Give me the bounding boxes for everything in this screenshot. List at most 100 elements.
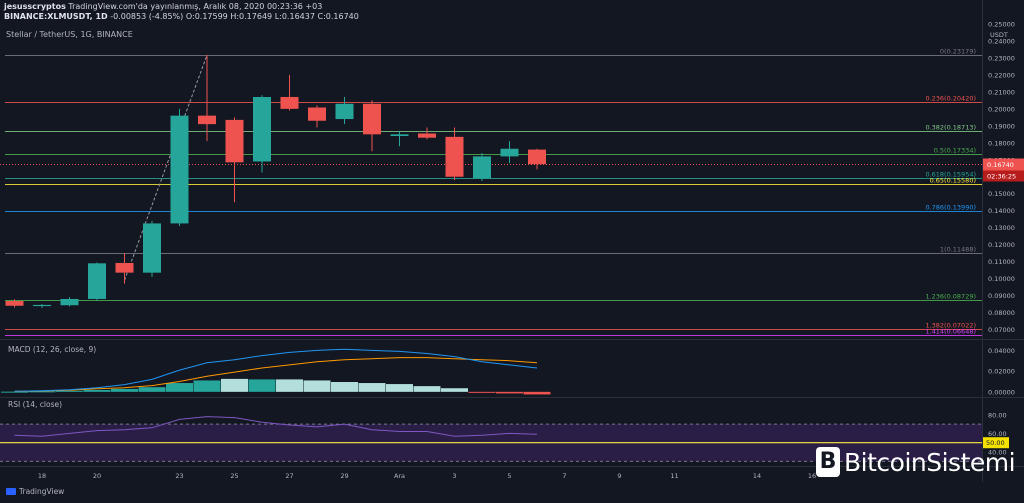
bitcoinsistemi-watermark: B BitcoinSistemi: [816, 447, 1016, 477]
y-tick-label: 0.23000: [988, 54, 1015, 62]
candle-body: [308, 107, 326, 121]
macd-histogram-bar: [28, 391, 56, 393]
low-value: 0.16437: [281, 12, 315, 21]
fib-level-label: 0(0.23179): [940, 48, 976, 56]
candle-body: [418, 133, 436, 138]
fib-level-label: 0.65(0.15580): [930, 177, 976, 185]
fib-level-label: 0.236(0.20420): [925, 95, 976, 103]
y-tick-label: 0.14000: [988, 207, 1015, 215]
macd-histogram-bar: [441, 388, 468, 392]
y-tick-label: 0.13000: [988, 224, 1015, 232]
high-value: 0.17649: [239, 12, 273, 21]
candle-body: [500, 148, 519, 157]
rsi-y-tick-label: 60.00: [988, 430, 1007, 438]
macd-histogram-bar: [83, 389, 111, 392]
x-tick-label: 29: [340, 472, 348, 480]
macd-histogram-bar: [56, 390, 83, 392]
fib-level-label: 1.382(0.07022): [925, 322, 976, 330]
close-label: C:: [317, 12, 326, 21]
x-tick-label: 16: [808, 472, 816, 480]
y-tick-label: 0.22000: [988, 71, 1015, 79]
macd-histogram-bar: [386, 384, 413, 392]
x-tick-label: 20: [93, 472, 101, 480]
y-axis-unit: USDT: [990, 31, 1008, 39]
y-tick-label: 0.08000: [988, 309, 1015, 317]
fib-level-label: 1.414(0.06648): [925, 328, 976, 336]
ohlc-readout: BINANCE:XLMUSDT, 1D -0.00853 (-4.85%) O:…: [4, 12, 359, 22]
y-tick-label: 0.11000: [988, 258, 1015, 266]
candle-body: [253, 96, 271, 162]
y-tick-label: 0.24000: [988, 37, 1015, 45]
macd-histogram-bar: [276, 379, 303, 392]
rsi-legend[interactable]: RSI (14, close): [8, 400, 63, 409]
macd-y-tick-label: 0.00000: [988, 388, 1015, 396]
y-tick-label: 0.12000: [988, 241, 1015, 249]
x-tick-label: 3: [452, 472, 456, 480]
macd-histogram-bar: [248, 379, 276, 392]
fib-level-label: 1(0.11488): [940, 246, 976, 254]
macd-histogram-bar: [523, 391, 551, 395]
trend-line: [124, 54, 208, 281]
macd-histogram-bar: [468, 391, 496, 393]
candle-body: [390, 134, 409, 137]
macd-histogram-bar: [138, 387, 166, 392]
y-tick-label: 0.18000: [988, 139, 1015, 147]
pair-title: Stellar / TetherUS, 1G, BINANCE: [6, 30, 133, 39]
y-tick-label: 0.21000: [988, 88, 1015, 96]
tradingview-logo[interactable]: TradingView: [6, 487, 64, 496]
fib-level-label: 0.382(0.18713): [925, 124, 976, 132]
open-label: O:: [185, 12, 195, 21]
fib-level-label: 0.618(0.15954): [925, 171, 976, 179]
candle-body: [33, 304, 51, 307]
macd-line: [14, 348, 538, 392]
rsi-50-value: 50.00: [986, 439, 1005, 447]
candle-body: [5, 300, 24, 306]
candle-body: [280, 96, 299, 109]
x-tick-label: 11: [670, 472, 678, 480]
candle-body: [528, 149, 546, 165]
x-tick-label: 25: [230, 472, 238, 480]
macd-histogram-bar: [221, 378, 248, 392]
watermark-text: BitcoinSistemi: [844, 447, 1016, 477]
x-tick-label: Ara: [394, 472, 405, 480]
rsi-y-tick-label: 40.00: [988, 449, 1007, 457]
low-label: L:: [274, 12, 282, 21]
x-tick-label: 18: [38, 472, 46, 480]
symbol-label: BINANCE:XLMUSDT, 1D: [4, 12, 108, 21]
macd-histogram-bar: [358, 383, 386, 392]
last-price-tag: [983, 158, 1024, 171]
macd-y-tick-label: 0.02000: [988, 368, 1015, 376]
fib-level-label: 1.236(0.08729): [925, 293, 976, 301]
candle-body: [115, 262, 134, 273]
author-name[interactable]: jesusscryptos: [4, 2, 66, 11]
rsi-y-tick-label: 80.00: [988, 411, 1007, 419]
y-tick-label: 0.25000: [988, 21, 1015, 29]
last-price-value: 0.16740: [987, 161, 1014, 169]
candle-body: [143, 223, 161, 273]
y-tick-label: 0.10000: [988, 275, 1015, 283]
candle-body: [335, 103, 354, 120]
macd-histogram-bar: [111, 388, 138, 392]
x-tick-label: 7: [562, 472, 566, 480]
countdown-tag: [983, 170, 1024, 182]
rsi-line: [14, 416, 538, 437]
y-tick-label: 0.09000: [988, 292, 1015, 300]
y-tick-label: 0.19000: [988, 122, 1015, 130]
candle-body: [198, 115, 216, 125]
x-tick-label: 27: [285, 472, 293, 480]
high-label: H:: [230, 12, 240, 21]
candle-body: [60, 298, 79, 306]
tradingview-logo-text: TradingView: [19, 487, 65, 496]
price-change: -0.00853 (-4.85%): [110, 12, 184, 21]
candle-body: [363, 103, 381, 135]
bitcoin-badge-icon: B: [816, 447, 840, 477]
macd-histogram-bar: [1, 391, 28, 393]
candle-body: [225, 119, 244, 163]
countdown-value: 02:36:25: [987, 173, 1016, 181]
macd-y-tick-label: 0.04000: [988, 347, 1015, 355]
macd-histogram-bar: [193, 380, 221, 392]
candle-body: [445, 136, 464, 177]
macd-legend[interactable]: MACD (12, 26, close, 9): [8, 345, 97, 354]
macd-histogram-bar: [166, 383, 193, 392]
